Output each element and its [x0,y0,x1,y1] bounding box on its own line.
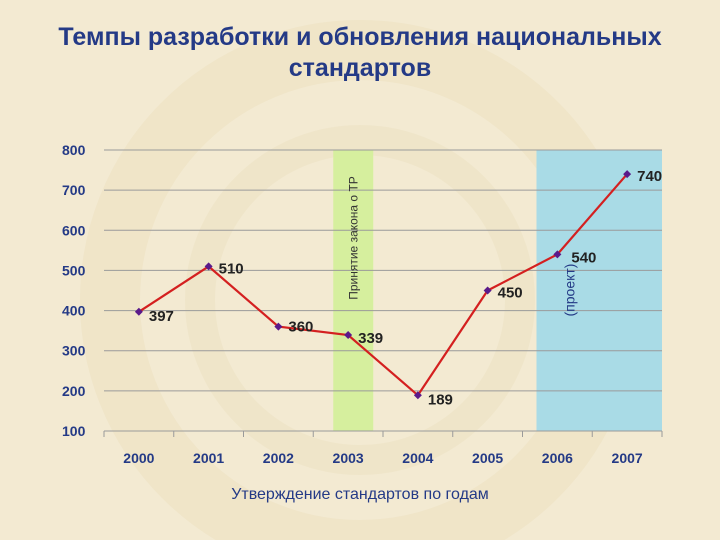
y-tick-label: 300 [62,343,86,359]
y-tick-label: 500 [62,262,86,278]
slide-title: Темпы разработки и обновления национальн… [30,22,690,85]
data-point-marker [413,391,422,400]
y-tick-label: 800 [62,142,86,158]
annotation-project: (проект) [562,264,578,317]
x-tick-label: 2006 [542,450,573,466]
data-label: 189 [428,391,453,408]
data-label: 360 [288,319,313,336]
x-axis: 2000 2001 2002 2003 2004 2005 2006 2007 [103,431,663,466]
data-point-marker [344,331,353,340]
title-line-1: Темпы разработки и обновления национальн… [58,23,662,51]
data-point-marker [623,170,632,179]
data-point-marker [204,262,213,271]
title-line-2: стандартов [288,54,432,83]
x-tick-label: 2002 [263,450,294,466]
y-axis-ticks: 100 200 300 400 500 600 700 800 [62,142,86,439]
data-point-marker [553,250,562,259]
y-tick-label: 100 [62,423,86,439]
x-axis-label: Утверждение стандартов по годам [231,486,489,503]
x-tick-label: 2004 [402,450,433,466]
data-label: 450 [498,285,523,302]
x-tick-label: 2005 [472,450,503,466]
y-tick-label: 400 [62,303,86,319]
y-tick-label: 600 [62,222,86,238]
annotation-law: Принятие закона о ТР [346,176,360,300]
data-label: 740 [637,168,662,185]
y-tick-label: 700 [62,182,86,198]
data-point-marker [274,322,283,331]
series-line [138,173,628,397]
band-project [536,150,662,431]
data-point-marker [483,286,492,295]
data-label: 510 [219,260,244,277]
x-tick-label: 2001 [193,450,224,466]
band-annotations: Принятие закона о ТР (проект) [346,176,577,316]
data-label: 540 [571,249,596,266]
y-tick-label: 200 [62,383,86,399]
data-point-marker [134,307,143,316]
data-series: 397 510 360 339 189 450 540 740 [134,168,662,408]
band-law-adoption [333,150,374,431]
data-label: 339 [358,330,383,347]
data-label: 397 [149,308,174,325]
x-tick-label: 2003 [333,450,364,466]
x-tick-label: 2007 [612,450,643,466]
x-tick-label: 2000 [123,450,154,466]
highlight-bands [333,150,662,431]
